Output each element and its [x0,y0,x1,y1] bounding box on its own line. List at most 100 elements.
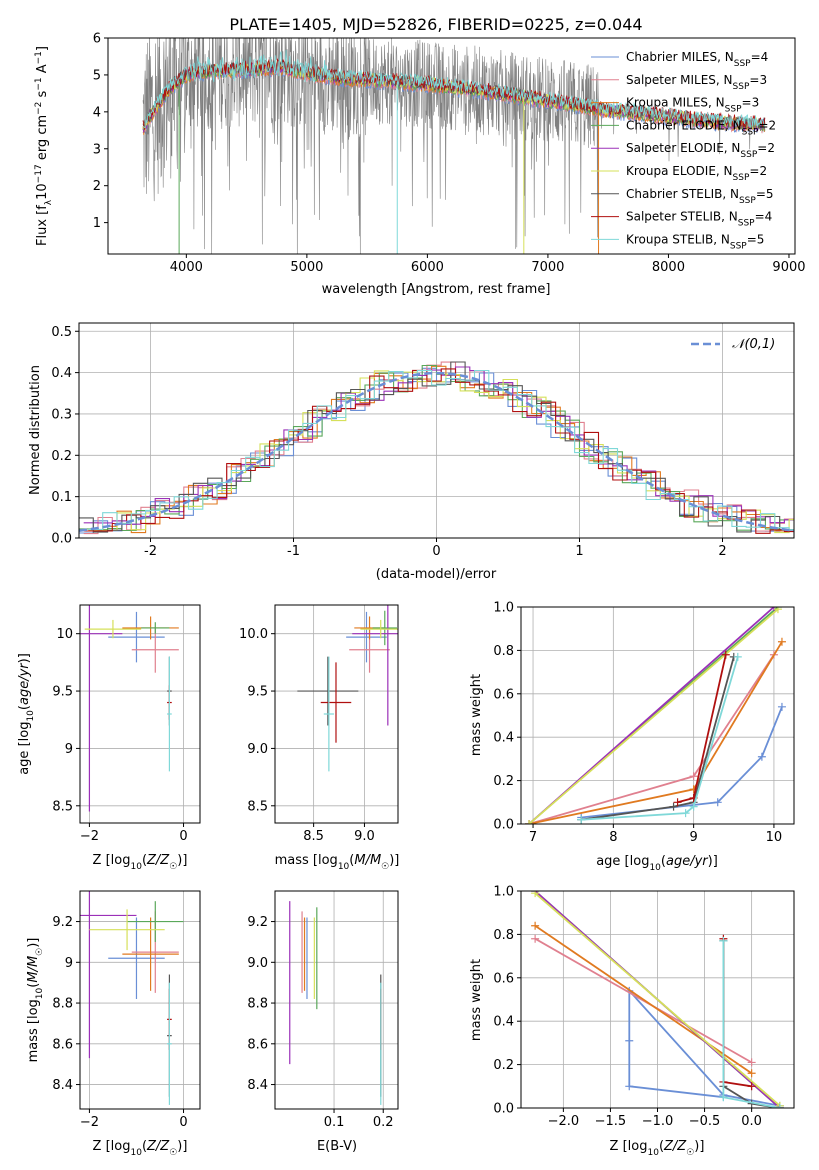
x-tick-label: -2 [144,544,157,559]
y-tick-label: 0.0 [51,532,72,547]
series-marker [775,1104,784,1108]
x-axis-label: age [log10(age/yr)] [596,854,718,873]
series-marker [747,1058,756,1067]
x-tick-label: 0 [179,829,187,844]
series-marker [719,936,728,945]
series-marker [721,650,730,659]
legend-label: Chabrier STELIB, NSSP=5 [626,187,774,206]
x-tick-label: −2 [80,1115,99,1130]
mass-weight-age-panel: 7 8 9 10 0.0 0.2 0.4 0.6 0.8 1.0 age [log10(age/yr… [469,601,795,873]
plot-content [79,361,794,535]
x-tick-label: 8.5 [303,829,324,844]
x-tick-label: 5000 [290,260,323,275]
y-tick-label: 9.5 [52,685,73,700]
plot-content [297,605,398,772]
y-tick-label: 9.0 [247,956,268,971]
series-marker [773,607,782,614]
x-axis-label: Z [log10(Z/Z☉)] [93,853,188,872]
series-marker [525,820,534,824]
ebv-mass-panel: 0.1 0.2 8.4 8.6 8.8 9.0 9.2 E(B-V) [247,890,399,1154]
series-marker [531,921,540,930]
axes-frame [274,890,399,1110]
y-tick-label: 0.4 [493,1015,514,1030]
y-tick-label: 0.6 [493,687,514,702]
z-mass-panel: −2 0 8.4 8.6 8.8 9 9.2 Z [log10(Z/Z☉)] mass [log… [26,890,201,1158]
x-tick-label: 9 [689,830,697,845]
x-tick-label: 0 [432,544,440,559]
series-marker [747,1069,756,1078]
series-marker [531,891,540,898]
legend-label: 𝒩(0,1) [732,337,775,352]
x-axis-label: wavelength [Angstrom, rest frame] [322,282,551,297]
x-tick-label: −1.5 [595,1114,627,1129]
series-marker [769,607,778,611]
legend-label: Chabrier ELODIE, NSSP=2 [626,118,776,137]
spectrum-model-line [142,49,766,129]
plot-area [80,891,200,1109]
mass-weight-z-panel: −2.0 −1.5 −1.0 −0.5 0.0 0.0 0.2 0.4 0.6 0.8 1.0 Z [… [469,885,795,1158]
y-tick-label: 0.2 [493,1058,514,1073]
series-marker [531,934,540,943]
y-tick-label: 0.6 [493,971,514,986]
y-tick-label: 9 [65,956,73,971]
y-tick-label: 9.2 [247,915,268,930]
plot-content [80,891,184,1105]
series-marker [719,1093,728,1102]
series-marker [757,752,766,761]
series-marker [625,1082,634,1091]
series-marker [747,1082,756,1091]
y-tick-label: 0.0 [493,1102,514,1117]
plot-area [80,605,200,823]
series-line [528,608,779,824]
axes-frame [520,606,795,825]
x-tick-label: 0.2 [373,1115,394,1130]
y-axis-label: mass weight [469,674,484,756]
series-marker [689,802,698,811]
y-tick-label: 3 [93,142,101,157]
y-tick-label: 1.0 [493,601,514,616]
series-marker [777,637,786,646]
legend-label: Kroupa MILES, NSSP=3 [626,96,759,115]
y-tick-label: 2 [93,179,101,194]
x-tick-label: −2.0 [548,1114,580,1129]
mass-age-panel: 8.5 9.0 8.5 9.0 9.5 10.0 mass [log10(M/M☉)] [239,604,400,872]
series-line [581,656,735,821]
series-line [581,656,739,821]
x-tick-label: 6000 [411,260,444,275]
series-line [534,892,781,1107]
y-tick-label: 9 [65,742,73,757]
plot-content [531,891,784,1108]
axes-frame [520,890,795,1109]
series-marker [713,798,722,807]
y-tick-label: 1.0 [493,885,514,900]
series-marker [673,798,682,807]
y-tick-label: 9.5 [247,685,268,700]
x-tick-label: 9000 [772,260,805,275]
plot-area [521,607,794,824]
y-tick-label: 0.8 [493,928,514,943]
x-tick-label: −0.5 [689,1114,721,1129]
x-tick-label: 10 [766,830,783,845]
axes-frame [79,890,201,1110]
series-marker [625,1036,634,1045]
x-tick-label: 8 [609,830,617,845]
series-marker [577,815,586,824]
x-tick-label: 9.0 [354,829,375,844]
x-axis-label: mass [log10(M/M☉)] [275,853,400,872]
z-age-panel: −2 0 8.5 9 9.5 10 Z [log10(Z/Z☉)] age [log10(ag… [17,604,201,872]
axes-frame [78,322,795,539]
x-tick-label: 4000 [170,260,203,275]
legend-label: Chabrier MILES, NSSP=4 [626,50,768,69]
series-marker [669,802,678,811]
y-tick-label: 5 [93,68,101,83]
plot-content [80,605,179,812]
y-tick-label: 0.3 [51,407,72,422]
y-tick-label: 8.8 [247,997,268,1012]
plot-area [275,891,398,1109]
legend-label: Salpeter STELIB, NSSP=4 [626,210,772,229]
series-marker [777,702,786,711]
y-tick-label: 6 [93,32,101,47]
x-axis-label: Z [log10(Z/Z☉)] [93,1139,188,1158]
y-tick-label: 9.2 [52,915,73,930]
